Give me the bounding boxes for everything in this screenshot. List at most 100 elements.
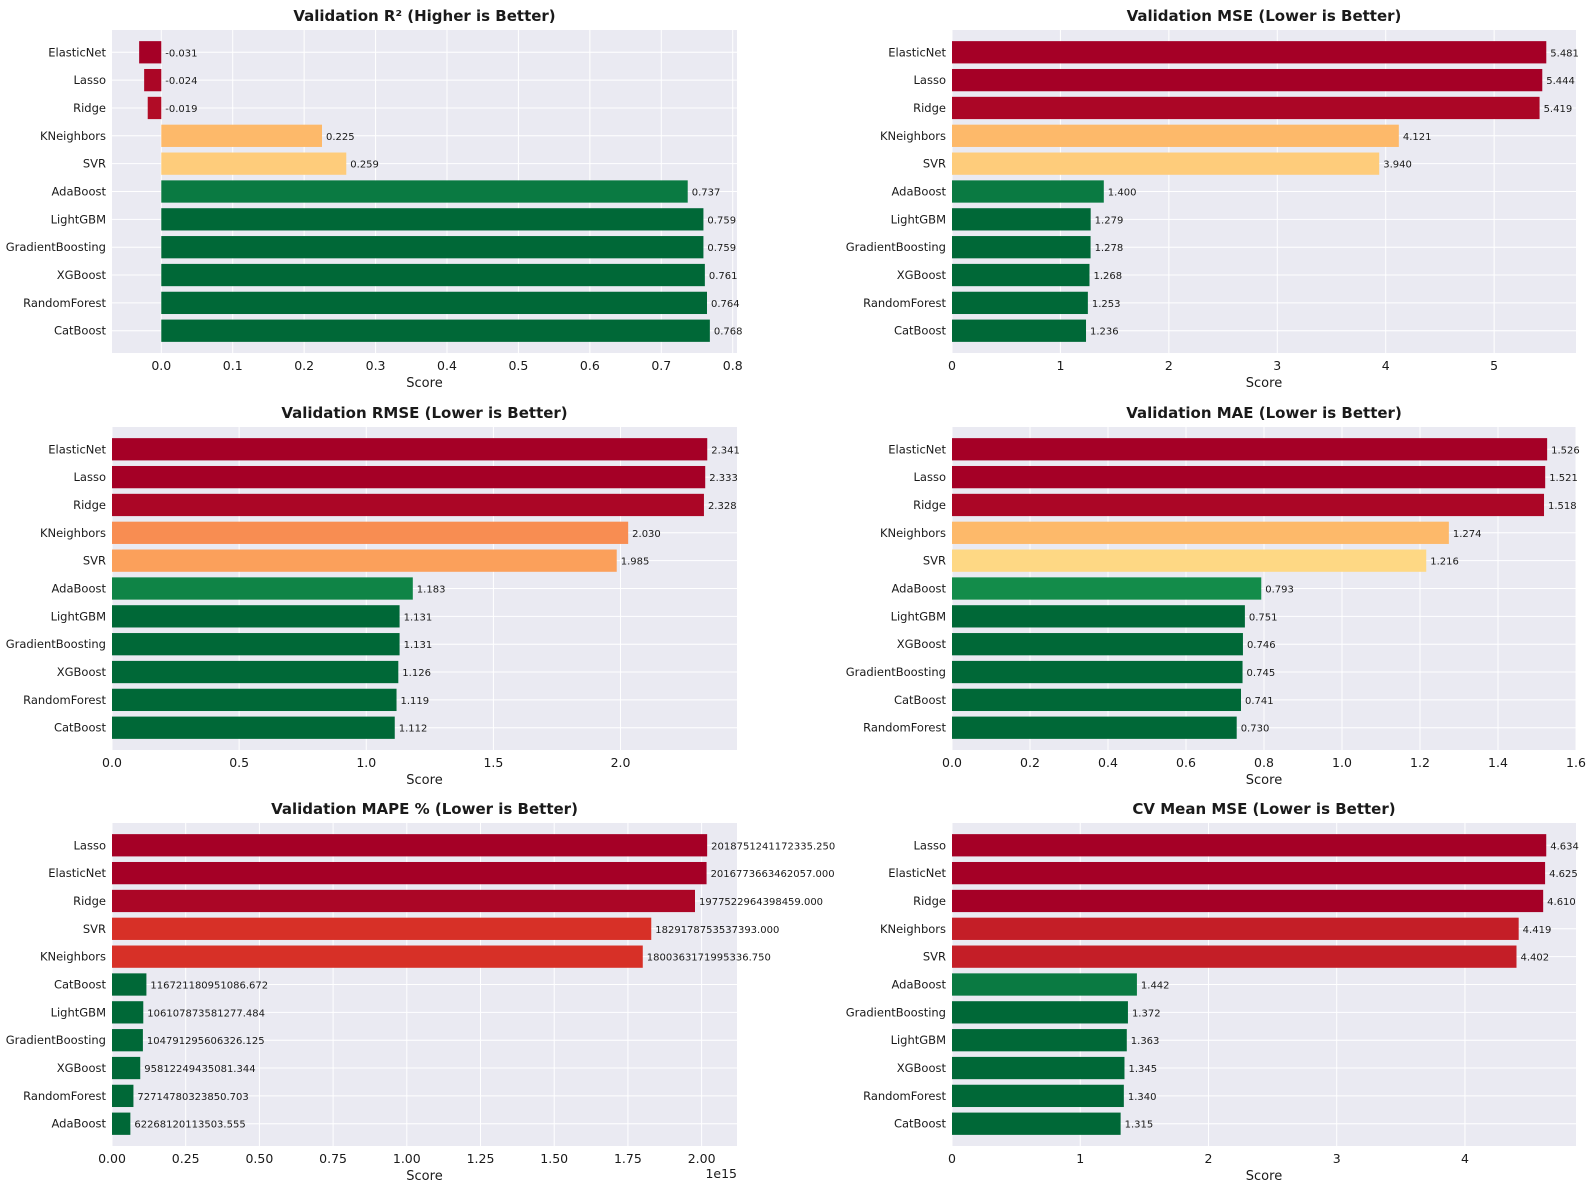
chart-title: Validation MAE (Lower is Better) [1126,404,1402,422]
value-label: 2.030 [632,529,661,540]
bar [952,68,1543,92]
category-label: CatBoost [54,324,107,338]
value-label: 0.259 [350,160,379,171]
category-label: KNeighbors [880,129,946,143]
category-label: GradientBoosting [6,1033,106,1047]
bar [112,861,707,885]
bar [952,465,1546,489]
bar [112,605,400,628]
bar [952,1056,1125,1080]
category-label: LightGBM [891,609,946,623]
category-label: RandomForest [863,296,946,310]
chart-panel-4: 0.0 0.2 0.4 0.6 0.8 1.0 1.2 1.4 1.6 ElasticNet 1.5… [846,404,1586,788]
x-tick-label: 1.25 [467,1151,495,1166]
x-tick-label: 0.3 [366,358,386,373]
category-label: SVR [83,157,106,171]
value-label: 1.268 [1093,271,1122,282]
value-label: 116721180951086.672 [150,981,268,992]
bar [112,1112,131,1135]
value-label: 2018751241172335.250 [711,841,835,852]
chart-panel-1: 0.0 0.1 0.2 0.3 0.4 0.5 0.6 0.7 0.8 ElasticNet -0.… [6,7,743,391]
x-tick-label: 3 [1273,358,1281,373]
x-tick-label: 1 [1056,358,1064,373]
x-tick-label: 0.00 [98,1151,126,1166]
value-label: 1.119 [401,696,430,707]
bar [952,291,1088,315]
bar [112,1001,144,1024]
value-label: 1.131 [404,612,433,623]
category-label: Ridge [913,498,946,512]
x-tick-label: 1.2 [1410,755,1430,770]
value-label: 2.341 [711,445,740,456]
value-label: 1.363 [1131,1036,1160,1047]
category-label: CatBoost [894,1117,947,1131]
bar [161,319,710,342]
bar [952,152,1380,175]
value-label: 1.278 [1095,243,1124,254]
category-label: Ridge [73,498,106,512]
value-label: 0.746 [1247,640,1276,651]
chart-panel-6: 0 1 2 3 4 Lasso 4.634 ElasticNet 4.625 Ridge 4.610… [846,800,1579,1184]
bar [112,945,643,968]
value-label: 104791295606326.125 [147,1036,265,1047]
value-label: 1.279 [1095,215,1124,226]
value-label: 62268120113503.555 [134,1120,245,1131]
value-label: 5.481 [1550,48,1579,59]
value-label: 0.793 [1265,585,1294,596]
chart-panel-5: 0.00 0.25 0.50 0.75 1.00 1.25 1.50 1.75 2.00 Lass… [6,800,836,1184]
bar [952,1112,1121,1135]
value-label: 5.419 [1544,104,1573,115]
value-label: 0.730 [1241,724,1270,735]
category-label: Lasso [74,470,106,484]
x-tick-label: 1.0 [356,755,376,770]
x-tick-label: 0 [948,358,956,373]
value-label: 1800363171995336.750 [647,953,771,964]
x-tick-label: 2 [1165,358,1173,373]
bar [952,1001,1128,1024]
value-label: 1.372 [1132,1008,1161,1019]
bar [952,1084,1124,1108]
bar [952,493,1545,517]
bar [161,180,688,203]
category-label: Lasso [914,470,946,484]
bar [112,889,695,913]
category-label: SVR [923,157,946,171]
bar [161,208,704,231]
bar [112,834,708,857]
bar [144,68,162,92]
x-tick-label: 0.6 [1176,755,1196,770]
x-tick-label: 1.6 [1566,755,1586,770]
value-label: 0.764 [711,299,740,310]
bar [112,493,704,517]
category-label: GradientBoosting [846,240,946,254]
value-label: 1.183 [417,585,446,596]
bar [952,834,1547,857]
category-label: CatBoost [894,693,947,707]
x-tick-label: 0.4 [437,358,457,373]
value-label: 1.521 [1549,473,1578,484]
x-tick-label: 0.5 [508,358,528,373]
bar [112,688,397,712]
bar [112,1029,143,1052]
value-label: 0.759 [707,243,736,254]
value-label: 2016773663462057.000 [711,869,835,880]
value-label: 1.526 [1551,445,1580,456]
category-label: KNeighbors [40,950,106,964]
value-label: 1829178753537393.000 [655,925,779,936]
category-label: RandomForest [863,721,946,735]
bar [952,1029,1127,1052]
category-label: XGBoost [57,1061,107,1075]
category-label: Lasso [914,838,946,852]
bar [952,208,1091,231]
chart-title: Validation R² (Higher is Better) [293,7,555,25]
value-label: 1.442 [1141,981,1170,992]
category-label: RandomForest [23,1089,106,1103]
x-tick-label: 0.75 [319,1151,347,1166]
bar [952,124,1399,147]
category-label: XGBoost [57,268,107,282]
category-label: LightGBM [891,1033,946,1047]
value-label: 0.759 [707,215,736,226]
category-label: Ridge [73,894,106,908]
value-label: 1.216 [1430,557,1459,568]
